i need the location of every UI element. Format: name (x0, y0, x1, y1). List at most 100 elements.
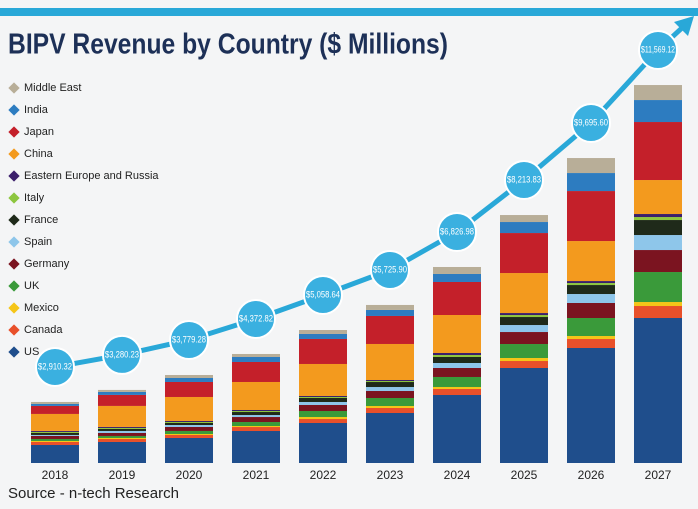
bar-segment (165, 396, 213, 421)
bar-segment (433, 273, 481, 282)
bar-segment (567, 318, 615, 337)
total-marker (236, 298, 276, 339)
bar-segment (366, 408, 414, 414)
bar-segment (567, 283, 615, 286)
bar-segment (433, 368, 481, 377)
bar-segment (433, 353, 481, 355)
legend-label: India (24, 104, 49, 116)
bar-segment (31, 435, 79, 439)
bar-segment (299, 363, 347, 396)
bar-segment (567, 241, 615, 282)
bar-segment (433, 356, 481, 364)
bar-segment (634, 122, 682, 181)
total-marker (35, 346, 75, 387)
bar-segment (366, 379, 414, 382)
bar-segment (98, 438, 146, 442)
bar-segment (299, 417, 347, 420)
bar-segment (634, 180, 682, 215)
bar-segment (567, 294, 615, 304)
total-marker (370, 249, 410, 290)
bar-segment (634, 214, 682, 218)
bar-segment (232, 411, 280, 413)
bar-segment (31, 431, 79, 433)
legend-label: Japan (24, 126, 54, 138)
bar-segment (299, 401, 347, 405)
bar-segment (634, 250, 682, 273)
bar-segment (433, 354, 481, 357)
top-band (0, 8, 698, 16)
total-marker (102, 334, 142, 375)
bar-segment (98, 389, 146, 392)
bar-segment (31, 440, 79, 442)
bar-segment (500, 215, 548, 223)
bar-segment (299, 423, 347, 463)
bar-segment (31, 405, 79, 414)
bar-segment (232, 417, 280, 423)
bar-segment (500, 361, 548, 369)
bar-segment (567, 348, 615, 463)
bar-segment (232, 353, 280, 357)
bar-segment (98, 435, 146, 438)
bar-segment (232, 356, 280, 362)
bar-segment (634, 302, 682, 307)
total-marker (303, 274, 343, 315)
bar-segment (165, 381, 213, 397)
bar-segment (165, 378, 213, 382)
bar-segment (433, 363, 481, 369)
bar-segment (366, 406, 414, 409)
totals-line (54, 48, 660, 370)
bar-segment (232, 431, 280, 463)
bar-segment (232, 422, 280, 427)
total-label: $11,569.12 (641, 44, 675, 54)
bar-segment (500, 358, 548, 362)
x-tick-label: 2020 (176, 468, 203, 482)
bar-segment (98, 391, 146, 395)
bar-segment (31, 401, 79, 404)
x-tick-label: 2022 (310, 468, 337, 482)
bar-segment (98, 441, 146, 463)
bar-segment (500, 222, 548, 234)
bar-segment (567, 303, 615, 319)
bar-segment (232, 427, 280, 432)
bar-segment (98, 405, 146, 427)
bar-segment (567, 281, 615, 284)
bar-segment (500, 233, 548, 274)
bar-segment (299, 395, 347, 397)
bar-segment (232, 361, 280, 382)
bar-segment (634, 220, 682, 236)
bar-segment (98, 426, 146, 428)
bar-segment (165, 374, 213, 379)
bar-segment (31, 403, 79, 406)
bar-segment (165, 420, 213, 422)
bar-segment (433, 314, 481, 354)
bar-segment (634, 235, 682, 251)
bar-segment (232, 412, 280, 416)
chart-title: BIPV Revenue by Country ($ Millions) (8, 29, 448, 61)
bar-segment (98, 432, 146, 436)
legend-label: France (24, 214, 58, 226)
bar-segment (500, 313, 548, 316)
bar-segment (31, 444, 79, 463)
bar-segment (31, 430, 79, 432)
bar-segment (31, 432, 79, 435)
bar-segment (232, 426, 280, 428)
total-label: $3,779.28 (172, 334, 206, 344)
legend-label: UK (24, 280, 40, 292)
legend-label: Spain (24, 236, 52, 248)
bar-segment (567, 173, 615, 192)
bar-segment (366, 343, 414, 380)
bar-segment (165, 430, 213, 434)
bar-segment (299, 411, 347, 418)
bar-segment (500, 344, 548, 359)
bar-segment (31, 441, 79, 445)
bar-segment (165, 438, 213, 463)
bar-segment (500, 332, 548, 345)
legend-label: US (24, 346, 39, 358)
bar-segment (299, 398, 347, 402)
bar-segment (165, 433, 213, 435)
total-marker (638, 30, 678, 71)
bar-segment (634, 272, 682, 303)
bar-segment (634, 318, 682, 463)
bar-segment (98, 430, 146, 433)
